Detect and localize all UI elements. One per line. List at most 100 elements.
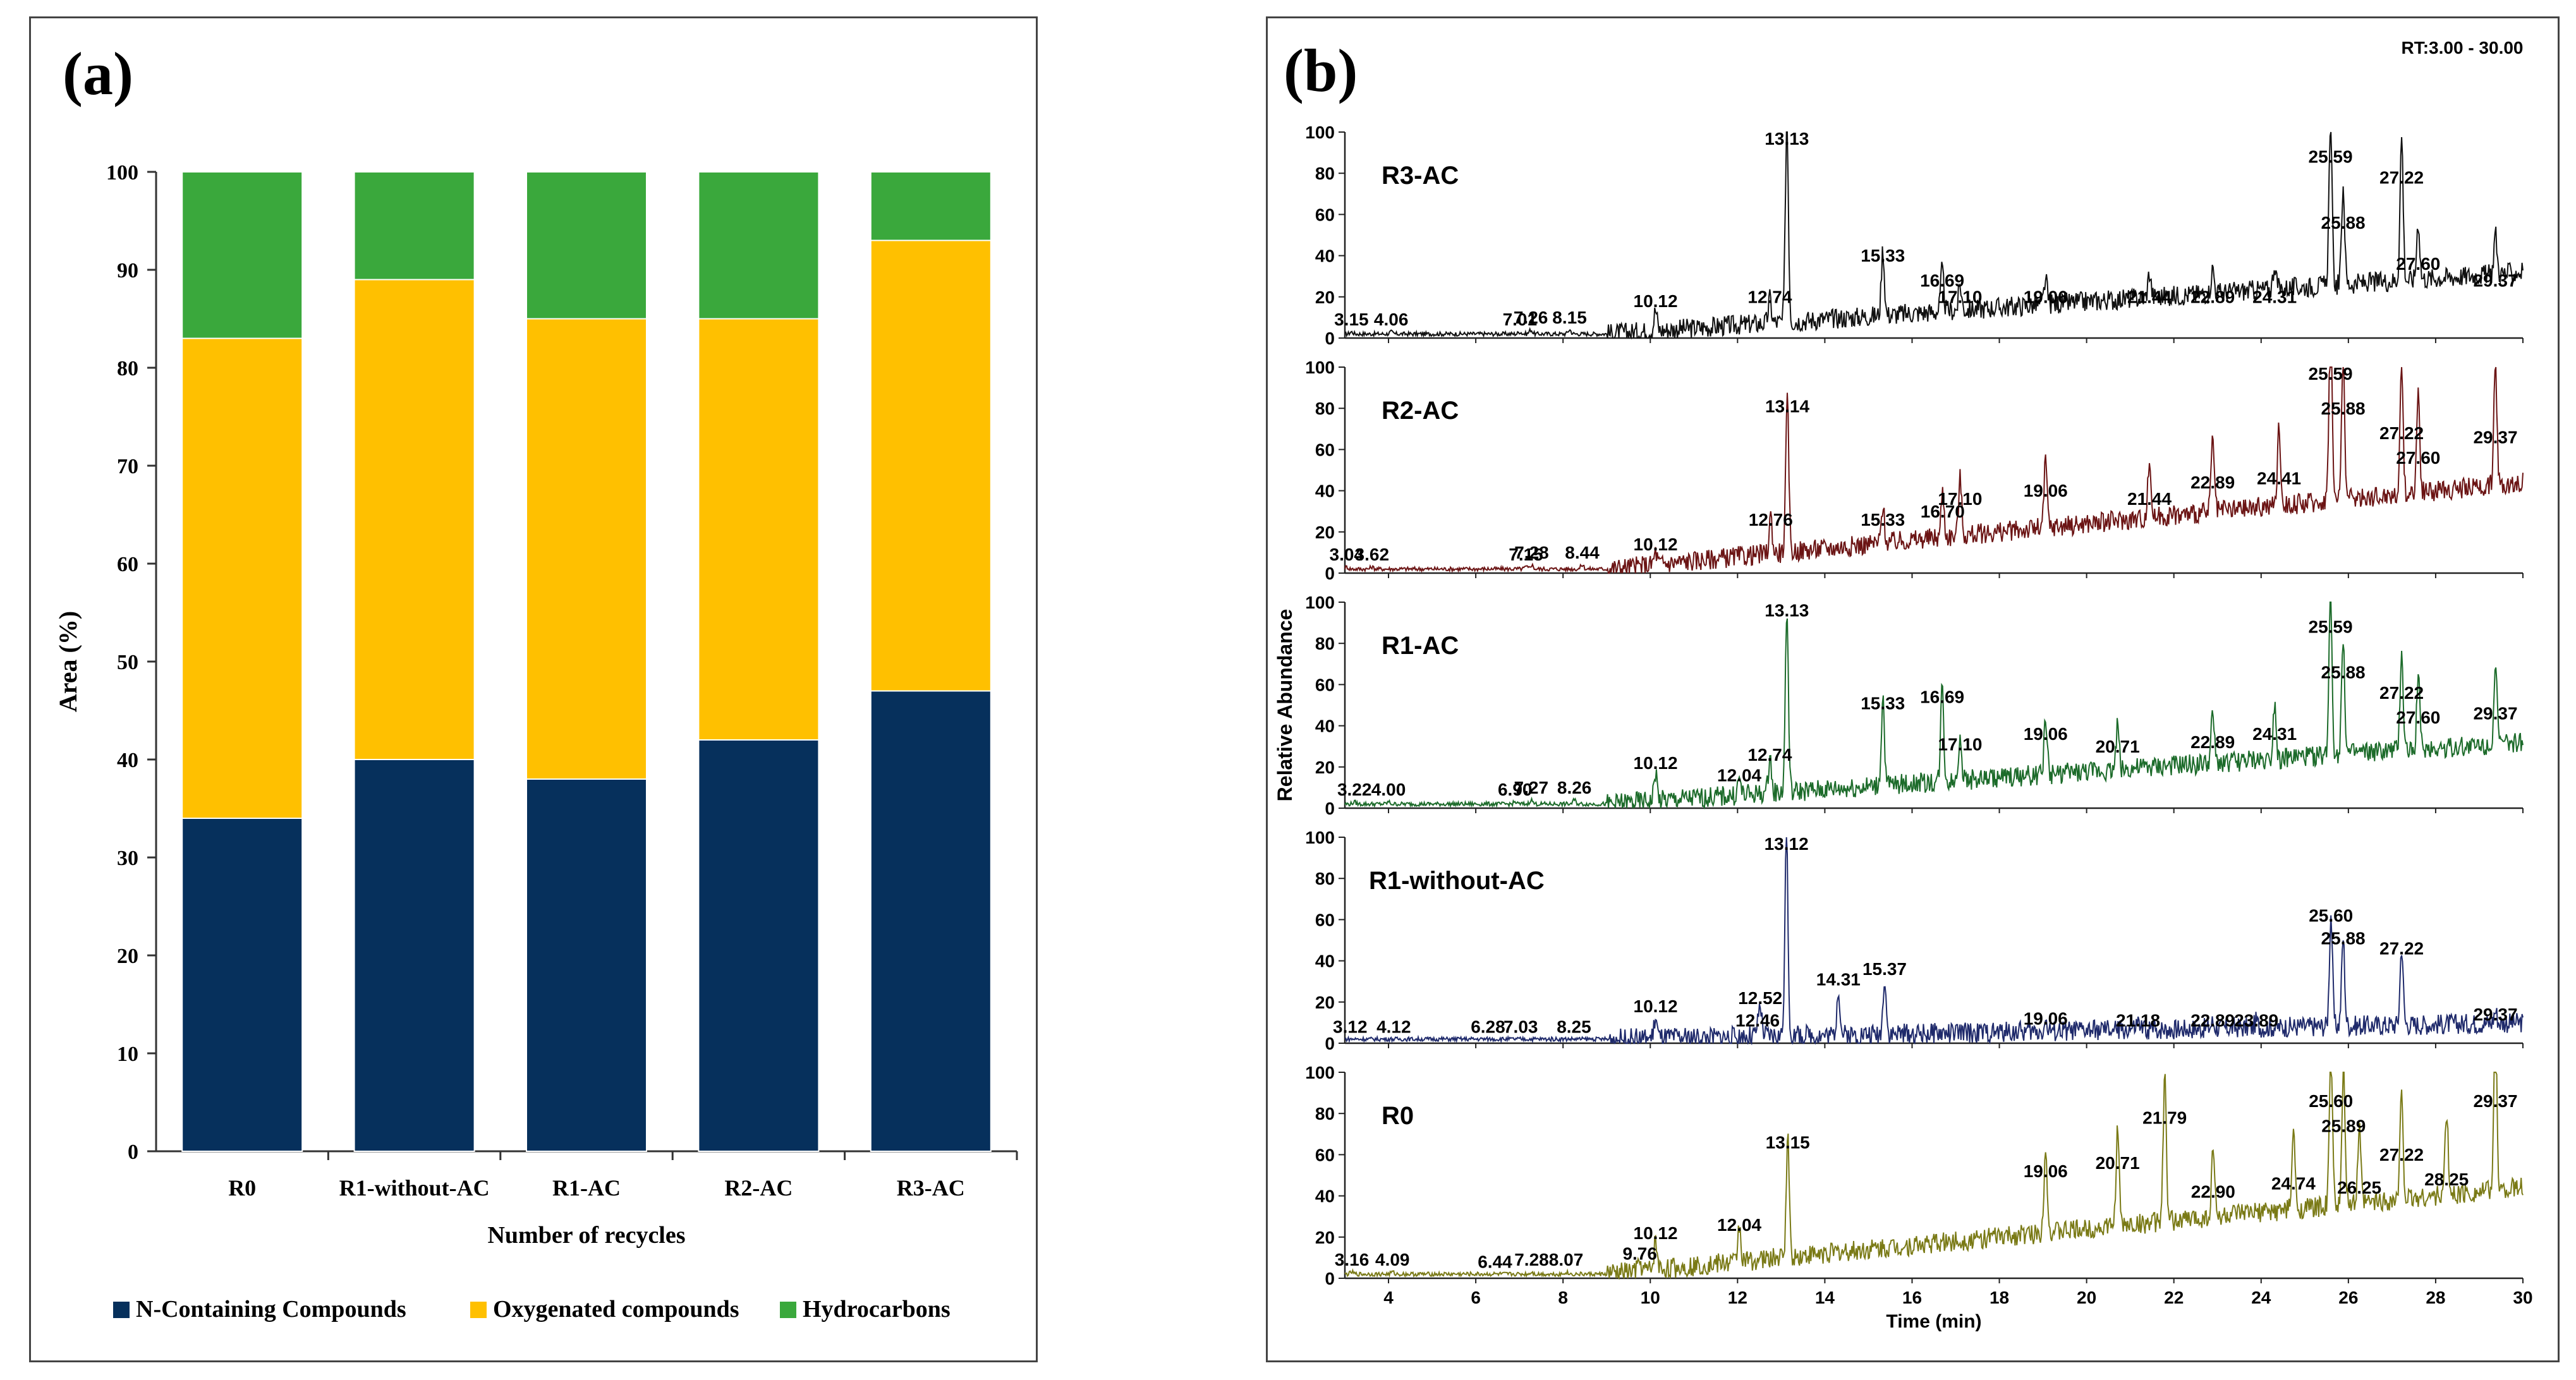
x-tick-label: R2-AC [724, 1175, 793, 1201]
peak-label: 10.12 [1634, 535, 1678, 554]
peak-label: 24.41 [2257, 469, 2301, 488]
series-label: R2-AC [1382, 397, 1459, 425]
peak-label: 25.60 [2309, 1091, 2353, 1111]
y-tick-label: 0 [128, 1141, 138, 1164]
y-tick-label: 70 [117, 455, 138, 478]
y-axis-title: Relative Abundance [1273, 609, 1296, 802]
peak-label: 21.18 [2116, 1011, 2160, 1031]
peak-label: 7.28 [1514, 543, 1549, 562]
peak-label: 27.22 [2379, 167, 2424, 187]
peak-label: 16.69 [1920, 270, 1964, 290]
bar-segment [870, 239, 992, 692]
peak-label: 8.25 [1557, 1017, 1591, 1036]
x-tick-label: 4 [1383, 1288, 1394, 1307]
y-tick-label: 100 [1305, 828, 1335, 847]
series-label: R0 [1382, 1102, 1414, 1130]
peak-label: 27.60 [2396, 448, 2440, 468]
peak-label: 29.37 [2473, 704, 2517, 723]
peak-label: 7.28 [1514, 1250, 1549, 1269]
y-tick-label: 60 [117, 553, 138, 576]
legend-label: Hydrocarbons [803, 1296, 951, 1322]
bar-segment [353, 279, 475, 760]
legend-swatch [470, 1302, 487, 1318]
peak-label: 20.71 [2096, 1153, 2140, 1173]
peak-label: 10.12 [1634, 291, 1678, 311]
y-tick-label: 60 [1315, 440, 1335, 459]
peak-label: 8.15 [1552, 308, 1587, 327]
x-axis-title: Time (min) [1886, 1311, 1981, 1332]
y-tick-label: 40 [117, 749, 138, 772]
peak-label: 14.31 [1816, 970, 1861, 990]
y-tick-label: 20 [117, 945, 138, 968]
peak-label: 21.44 [2127, 287, 2172, 306]
bar-segment [698, 171, 820, 320]
y-tick-label: 40 [1315, 481, 1335, 501]
peak-label: 28.25 [2424, 1170, 2469, 1189]
peak-label: 24.31 [2252, 287, 2297, 306]
peak-label: 19.06 [2024, 481, 2068, 500]
y-tick-label: 60 [1315, 910, 1335, 929]
peak-label: 3.15 [1334, 310, 1369, 329]
x-tick-label: 6 [1471, 1288, 1481, 1307]
peak-label: 21.44 [2127, 489, 2172, 509]
bar-segment [353, 171, 475, 281]
peak-label: 3.62 [1355, 545, 1390, 564]
peak-label: 6.44 [1478, 1252, 1512, 1271]
stacked-bar-chart: (a) 0 10 20 30 40 50 60 70 80 90 100 R0 R1-without-A… [54, 40, 1018, 1322]
peak-label: 13.12 [1765, 834, 1809, 854]
y-tick-label: 90 [117, 259, 138, 282]
bar-segment [181, 337, 303, 819]
peak-label: 23.89 [2234, 1011, 2278, 1031]
peak-label: 10.12 [1634, 753, 1678, 773]
peak-label: 6.90 [1498, 780, 1533, 799]
peak-label: 29.37 [2473, 427, 2517, 447]
panel-label: (a) [63, 40, 133, 107]
bar-segment [870, 690, 992, 1152]
peak-label: 3.04 [1330, 545, 1364, 564]
x-tick-label: 22 [2164, 1288, 2184, 1307]
y-tick-label: 60 [1315, 205, 1335, 224]
x-tick-label: 28 [2426, 1288, 2445, 1307]
panel-label: (b) [1284, 37, 1358, 104]
peak-label: 4.12 [1376, 1017, 1411, 1036]
x-tick-label: 14 [1815, 1288, 1835, 1307]
peak-label: 15.33 [1861, 510, 1905, 530]
chromatogram-trace [1344, 837, 2524, 1046]
peak-label: 4.06 [1374, 310, 1409, 329]
peak-label: 22.90 [2191, 1182, 2235, 1202]
peak-label: 29.37 [2473, 270, 2517, 290]
peak-label: 8.07 [1549, 1250, 1584, 1269]
peak-label: 13.15 [1766, 1132, 1810, 1152]
bar-segment [526, 778, 647, 1152]
y-tick-label: 80 [1315, 1104, 1335, 1123]
peak-label: 12.04 [1717, 765, 1761, 785]
x-tick-label: 16 [1902, 1288, 1922, 1307]
y-tick-label: 80 [1315, 634, 1335, 653]
x-tick-label: 10 [1641, 1288, 1660, 1307]
y-tick-label: 80 [117, 357, 138, 380]
x-tick-label: 26 [2338, 1288, 2358, 1307]
y-tick-label: 100 [1305, 1063, 1335, 1082]
peak-label: 12.74 [1747, 287, 1792, 306]
peak-label: 7.26 [1514, 308, 1548, 327]
y-tick-label: 20 [1315, 1228, 1335, 1247]
bar-segment [181, 818, 303, 1152]
peak-label: 10.12 [1634, 996, 1678, 1016]
peak-label: 7.03 [1504, 1017, 1538, 1036]
legend-label: N-Containing Compounds [136, 1296, 406, 1322]
peak-label: 3.22 [1337, 780, 1372, 799]
y-tick-label: 40 [1315, 717, 1335, 736]
peak-label: 10.12 [1634, 1223, 1678, 1243]
chromatogram-trace [1344, 366, 2524, 574]
x-tick-label: R3-AC [897, 1175, 965, 1201]
y-tick-label: 100 [1305, 593, 1335, 612]
x-tick-label: 8 [1558, 1288, 1568, 1307]
peak-label: 26.25 [2337, 1178, 2381, 1197]
bar-segment [526, 171, 647, 320]
peak-label: 20.71 [2096, 737, 2140, 756]
y-tick-label: 60 [1315, 675, 1335, 694]
y-tick-label: 50 [117, 651, 138, 674]
chromatogram-trace [1344, 1072, 2524, 1280]
y-tick-label: 80 [1315, 399, 1335, 418]
legend-swatch [780, 1302, 796, 1318]
